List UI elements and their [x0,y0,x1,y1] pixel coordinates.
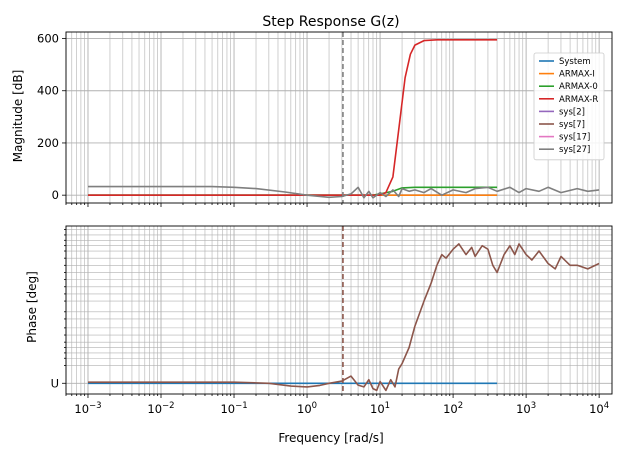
series-line-armax-r [88,39,498,196]
x-tick-label: 10−3 [74,401,101,416]
legend-label: sys[27] [559,145,590,155]
x-tick-label: 10−1 [220,401,247,416]
y-tick-label: 0 [52,188,59,202]
phase-y-axis-label: Phase [deg] [25,271,39,343]
plot-area [88,226,600,394]
magnitude-y-axis-label: Magnitude [dB] [11,70,25,163]
legend-label: ARMAX-I [559,70,595,80]
legend-label: sys[2] [559,107,585,117]
y-tick-label: 600 [37,32,59,46]
legend-box [533,52,605,161]
phase-panel: U 10−3 10−2 10−1 100 101 102 103 104 [51,225,613,416]
series-line-sys-7- [88,243,600,392]
y-tick-label: 200 [37,136,59,150]
x-tick-label: 101 [370,401,390,416]
x-tick-label: 100 [297,401,317,416]
x-tick-label: 103 [516,401,536,416]
y-tick-label: 400 [37,84,59,98]
x-tick-label: 10−2 [147,401,174,416]
chart-title: Step Response G(z) [262,14,399,30]
axes-frame [65,225,613,395]
plot-area [88,32,600,203]
x-axis-label: Frequency [rad/s] [278,431,383,445]
legend-label: sys[7] [559,120,585,130]
legend-label: ARMAX-0 [559,82,598,92]
axes-frame [65,31,613,204]
x-tick-label: 104 [589,401,609,416]
y-tick-label: U [51,376,59,390]
x-tick-label: 102 [443,401,463,416]
legend-label: System [559,57,591,67]
legend-label: sys[17] [559,133,590,143]
series-line-sys-27- [88,185,600,199]
legend-label: ARMAX-R [559,95,598,105]
magnitude-panel: 0 200 400 600 System ARMAX-I ARMAX-0 ARMAX-R sys… [37,31,613,207]
